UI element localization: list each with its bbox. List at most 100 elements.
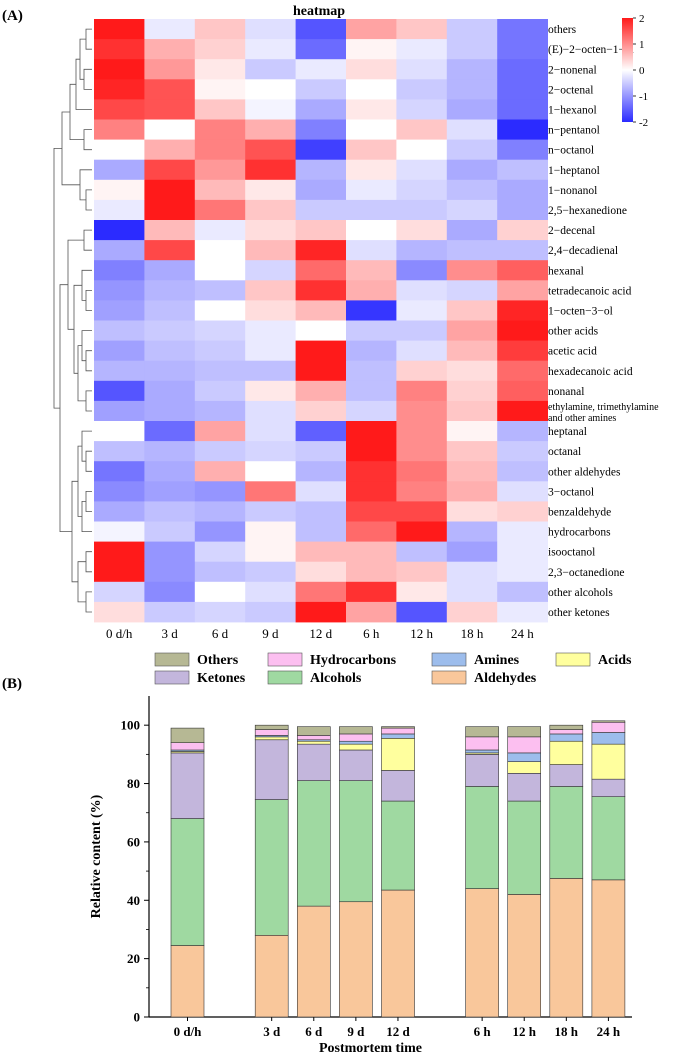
- heatmap-cell: [346, 79, 397, 100]
- heatmap-row-label: other aldehydes: [548, 466, 621, 478]
- heatmap-cell: [194, 320, 246, 341]
- heatmap-cell: [144, 79, 196, 100]
- heatmap-cell: [194, 521, 246, 542]
- bar-segment-ketones: [170, 752, 205, 819]
- heatmap-cell: [346, 99, 397, 120]
- heatmap-cell: [346, 441, 397, 462]
- heatmap-cell: [497, 139, 548, 161]
- heatmap-cell: [245, 220, 296, 241]
- heatmap-cell: [144, 521, 196, 542]
- colorbar-tick-label: -1: [639, 91, 648, 103]
- bar-segment-others: [549, 724, 584, 730]
- heatmap-cell: [94, 421, 145, 442]
- heatmap-cell: [245, 441, 296, 462]
- heatmap-cell: [295, 19, 347, 40]
- bar-x-axis-title: Postmortem time: [319, 1041, 422, 1056]
- heatmap-cell: [94, 320, 145, 341]
- bar-y-tick-label: 40: [127, 893, 140, 908]
- heatmap-cell: [144, 139, 196, 161]
- heatmap-cell: [94, 501, 145, 522]
- heatmap-cell: [396, 380, 448, 402]
- heatmap-row-label: others: [548, 24, 577, 36]
- heatmap-cell: [245, 260, 296, 281]
- heatmap-cell: [446, 441, 498, 462]
- bar-segment-ketones: [549, 764, 584, 787]
- bar-segment-others: [254, 724, 289, 730]
- heatmap-cell: [144, 240, 196, 261]
- heatmap-row-label: 2,5−hexanedione: [548, 205, 627, 217]
- heatmap-cell: [94, 541, 145, 563]
- dendrogram-branch: [81, 430, 92, 462]
- heatmap-cell: [446, 59, 498, 80]
- bar-segments: [170, 720, 626, 1018]
- heatmap-cell: [497, 220, 548, 241]
- heatmap-cell: [346, 300, 397, 321]
- dendrogram-branch: [85, 350, 92, 372]
- heatmap-cell: [497, 99, 548, 120]
- heatmap-cell: [295, 300, 347, 321]
- heatmap-cell: [194, 99, 246, 120]
- bar-x-tick-label: 12 h: [512, 1024, 536, 1039]
- bar-segment-others: [591, 720, 626, 723]
- heatmap-cell: [144, 300, 196, 321]
- heatmap-cell: [94, 159, 145, 181]
- heatmap-cell: [245, 360, 296, 382]
- heatmap-cell: [396, 541, 448, 563]
- heatmap-cell: [295, 39, 347, 60]
- heatmap-cell: [194, 380, 246, 402]
- bar-x-tick-label: 6 d: [305, 1024, 323, 1039]
- heatmap-cell: [194, 501, 246, 522]
- heatmap-cell: [245, 421, 296, 442]
- bar-legend: Others Hydrocarbons Amines Acids Ketones Alco…: [154, 652, 632, 686]
- heatmap-cell: [245, 179, 296, 201]
- heatmap-cell: [295, 601, 347, 623]
- heatmap-cell: [497, 501, 548, 522]
- bar-segment-alcohols: [296, 780, 331, 907]
- heatmap-cell: [446, 581, 498, 603]
- heatmap-cell: [346, 39, 397, 60]
- heatmap-cell: [446, 99, 498, 120]
- heatmap-cell: [144, 360, 196, 382]
- heatmap-cell: [295, 99, 347, 120]
- heatmap-cell: [245, 481, 296, 502]
- heatmap-cell: [295, 199, 347, 221]
- heatmap-cell: [194, 79, 246, 100]
- heatmap-cell: [245, 340, 296, 362]
- bar-segment-hydrocarbons: [296, 735, 331, 741]
- heatmap-cell: [346, 581, 397, 603]
- heatmap-cell: [194, 139, 246, 161]
- heatmap-cell: [144, 541, 196, 563]
- heatmap-cell: [446, 240, 498, 261]
- heatmap-cell: [194, 581, 246, 603]
- heatmap-cell: [346, 400, 397, 422]
- heatmap-cell: [346, 461, 397, 482]
- heatmap-cell: [295, 340, 347, 362]
- heatmap-cell: [396, 220, 448, 241]
- heatmap-cell: [446, 320, 498, 341]
- heatmap-row-label: octanal: [548, 446, 581, 458]
- heatmap-cell: [144, 400, 196, 422]
- heatmap-cell: [497, 240, 548, 261]
- heatmap-cell: [396, 340, 448, 362]
- heatmap-cell: [194, 39, 246, 60]
- heatmap-cell: [396, 39, 448, 60]
- bar-segment-acids: [591, 743, 626, 780]
- bar-x-tick-label: 18 h: [555, 1024, 579, 1039]
- legend-swatch-alcohols: [267, 670, 303, 685]
- heatmap-cell: [94, 280, 145, 301]
- bar-y-tick-label: 100: [121, 718, 141, 733]
- heatmap-cell: [245, 240, 296, 261]
- heatmap-cell: [295, 441, 347, 462]
- heatmap-cell: [245, 119, 296, 140]
- heatmap-cell: [346, 481, 397, 502]
- heatmap-cell: [94, 19, 145, 40]
- bar-segment-ketones: [381, 770, 415, 802]
- bar-segment-ketones: [339, 749, 373, 781]
- heatmap-cell: [346, 320, 397, 341]
- heatmap-cell: [194, 481, 246, 502]
- heatmap-cell: [396, 179, 448, 201]
- dendrogram-branch: [71, 480, 78, 583]
- heatmap-cell: [194, 541, 246, 563]
- bar-segment-amines: [507, 752, 542, 762]
